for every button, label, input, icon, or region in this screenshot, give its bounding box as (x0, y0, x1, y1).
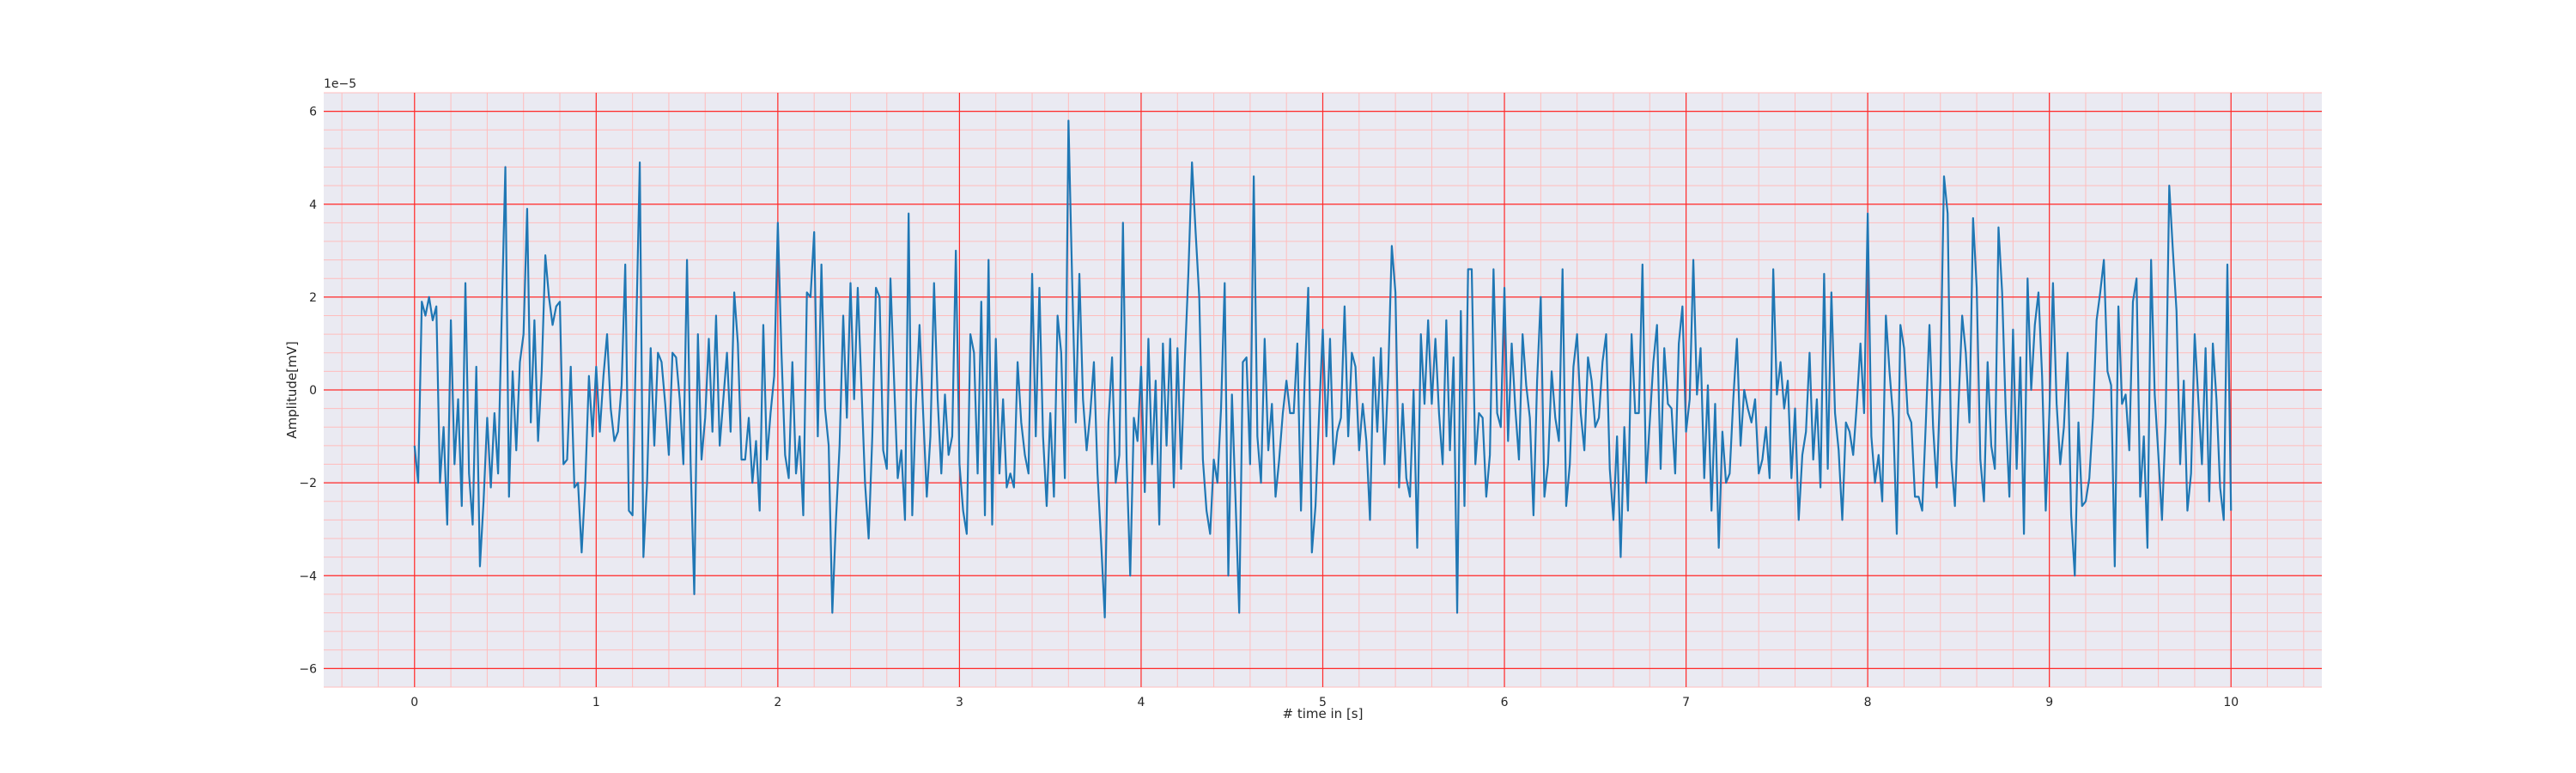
y-tick-label: 0 (309, 384, 317, 398)
x-tick-label: 1 (592, 696, 600, 709)
x-tick-label: 0 (410, 696, 418, 709)
x-tick-label: 9 (2045, 696, 2053, 709)
y-tick-label: 2 (309, 291, 317, 305)
x-tick-label: 3 (956, 696, 963, 709)
x-tick-label: 4 (1137, 696, 1145, 709)
x-axis-ticks: 0 1 2 3 4 5 6 7 8 9 10 (410, 696, 2239, 709)
x-axis-label: # time in [s] (1283, 706, 1364, 721)
x-tick-label: 6 (1501, 696, 1509, 709)
y-axis-label: Amplitude[mV] (284, 341, 300, 438)
y-tick-label: −6 (299, 662, 317, 676)
y-tick-label: 6 (309, 106, 317, 119)
series-layer (413, 119, 2233, 619)
y-tick-label: 4 (309, 198, 317, 212)
x-tick-label: 10 (2223, 696, 2239, 709)
x-tick-label: 8 (1864, 696, 1872, 709)
y-tick-label: −4 (299, 569, 317, 583)
x-tick-label: 5 (1319, 696, 1327, 709)
series-line-signal (413, 119, 2233, 619)
y-axis-ticks: −6 −4 −2 0 2 4 6 (299, 106, 317, 677)
y-tick-label: −2 (299, 477, 317, 490)
x-tick-label: 2 (774, 696, 781, 709)
x-tick-label: 7 (1682, 696, 1690, 709)
y-axis-offset-label: 1e−5 (324, 77, 356, 91)
